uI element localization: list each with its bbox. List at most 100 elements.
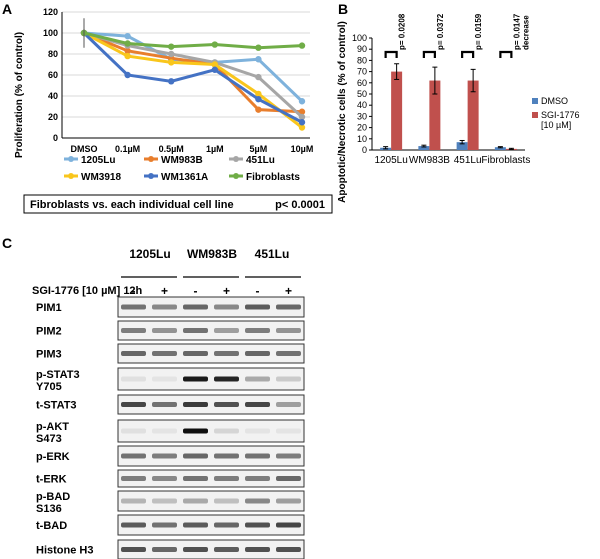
blot-label-sub: Y705 bbox=[36, 381, 62, 393]
proliferation-y-axis-label: Proliferation (% of control) bbox=[14, 32, 25, 158]
series-line bbox=[83, 31, 303, 50]
data-point bbox=[298, 42, 306, 49]
footnote-left: Fibroblasts vs. each individual cell lin… bbox=[30, 199, 234, 211]
treatment-sign: + bbox=[223, 284, 230, 298]
blot-band bbox=[152, 328, 177, 333]
blot-strip bbox=[117, 394, 305, 415]
significance-bracket bbox=[422, 50, 436, 58]
blot-band bbox=[214, 476, 239, 481]
significance-bracket bbox=[384, 50, 398, 58]
blot-strip bbox=[117, 320, 305, 341]
blot-band bbox=[214, 376, 239, 382]
legend-swatch-dmso bbox=[532, 98, 538, 104]
blot-band bbox=[121, 376, 146, 382]
blot-band bbox=[276, 351, 301, 356]
blot-band bbox=[245, 351, 270, 356]
x-tick-label: 451Lu bbox=[454, 155, 482, 166]
blot-label: p-STAT3 bbox=[36, 369, 80, 381]
y-tick-label: 120 bbox=[43, 7, 58, 17]
x-tick-label: DMSO bbox=[71, 144, 98, 154]
data-point bbox=[298, 108, 306, 115]
blot-band bbox=[245, 402, 270, 407]
y-tick-label: 10 bbox=[357, 134, 367, 144]
p-value-label: p= 0.0147decrease bbox=[512, 13, 530, 50]
legend-marker bbox=[148, 173, 154, 179]
blot-band bbox=[183, 428, 208, 434]
blot-band bbox=[121, 453, 146, 459]
blot-label: p-AKT bbox=[36, 421, 69, 433]
blot-band bbox=[183, 522, 208, 528]
blot-band bbox=[276, 476, 301, 481]
blot-band bbox=[214, 453, 239, 459]
blot-band bbox=[276, 428, 301, 434]
blot-label: PIM1 bbox=[36, 302, 62, 314]
blot-band bbox=[152, 428, 177, 434]
p-value-label: p= 0.0372 bbox=[436, 13, 445, 50]
data-point bbox=[124, 40, 131, 47]
y-tick-label: 90 bbox=[357, 44, 367, 54]
blot-strip bbox=[117, 296, 305, 318]
data-point bbox=[211, 66, 218, 73]
blot-label: t-STAT3 bbox=[36, 400, 77, 412]
data-point bbox=[255, 106, 262, 113]
series-line bbox=[82, 31, 303, 124]
blot-strip bbox=[117, 469, 305, 488]
blot-band bbox=[214, 351, 239, 356]
data-point bbox=[255, 73, 262, 81]
blot-band bbox=[152, 522, 177, 528]
blot-label: p-BAD bbox=[36, 491, 70, 503]
legend-label: SGI-1776 [10 µM] bbox=[541, 110, 580, 130]
y-tick-label: 100 bbox=[352, 33, 367, 43]
blot-band bbox=[245, 428, 270, 434]
legend-marker bbox=[68, 156, 74, 162]
blot-band bbox=[152, 304, 177, 310]
bar bbox=[494, 147, 506, 150]
legend-marker bbox=[233, 173, 239, 179]
data-point bbox=[168, 43, 175, 50]
blot-band bbox=[245, 498, 270, 504]
blot-strip bbox=[117, 419, 305, 443]
blot-label: t-BAD bbox=[36, 520, 67, 532]
blot-band bbox=[214, 428, 239, 434]
x-tick-label: WM983B bbox=[409, 155, 450, 166]
data-point bbox=[124, 71, 131, 79]
blot-band bbox=[276, 304, 301, 310]
p-value-label: p= 0.0208 bbox=[398, 13, 407, 50]
blot-band bbox=[121, 428, 146, 434]
y-tick-label: 40 bbox=[357, 100, 367, 110]
treatment-sign: + bbox=[285, 284, 292, 298]
treatment-sign: + bbox=[161, 284, 168, 298]
blot-band bbox=[276, 402, 301, 407]
x-tick-label: 0.5µM bbox=[159, 144, 184, 154]
blot-label-sub: S136 bbox=[36, 503, 62, 515]
series-line bbox=[83, 31, 304, 119]
y-tick-label: 100 bbox=[43, 28, 58, 38]
blot-band bbox=[121, 304, 146, 310]
bar bbox=[429, 80, 441, 150]
data-point bbox=[255, 56, 262, 63]
legend-marker bbox=[148, 156, 154, 162]
blot-band bbox=[152, 476, 177, 481]
blot-band bbox=[276, 522, 301, 528]
blot-strip bbox=[117, 539, 305, 559]
blot-band bbox=[121, 328, 146, 333]
blot-strip bbox=[117, 343, 305, 364]
blot-label-sub: S473 bbox=[36, 433, 62, 445]
bar bbox=[456, 142, 468, 150]
cell-line-label: 451Lu bbox=[255, 247, 290, 261]
blot-band bbox=[214, 522, 239, 528]
series-line bbox=[83, 31, 303, 129]
blot-band bbox=[121, 402, 146, 407]
blot-band bbox=[214, 402, 239, 407]
blot-band bbox=[276, 376, 301, 382]
blot-band bbox=[245, 547, 270, 552]
blot-band bbox=[152, 453, 177, 459]
legend-swatch-sgi bbox=[532, 112, 538, 118]
blot-band bbox=[152, 351, 177, 356]
x-tick-label: 5µM bbox=[250, 144, 268, 154]
footnote-right: p< 0.0001 bbox=[275, 199, 325, 211]
blot-label: p-ERK bbox=[36, 451, 70, 463]
x-tick-label: 1µM bbox=[206, 144, 224, 154]
y-tick-label: 30 bbox=[357, 111, 367, 121]
